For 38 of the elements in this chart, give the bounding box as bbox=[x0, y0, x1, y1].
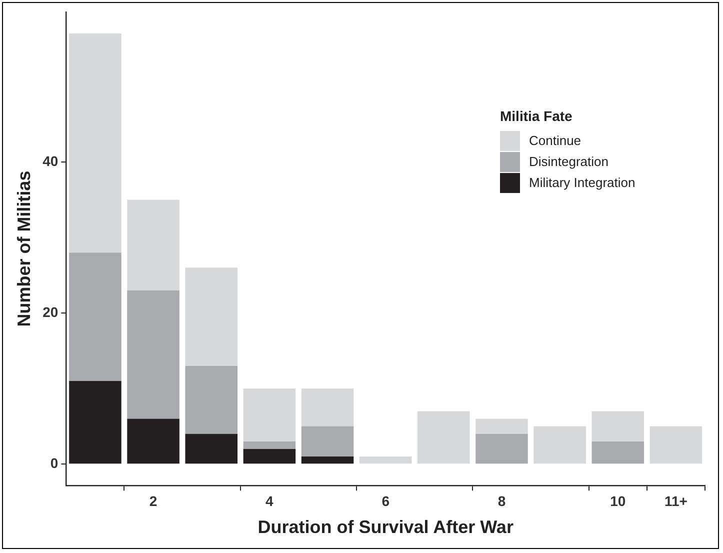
bar bbox=[185, 366, 238, 434]
y-tick-label: 0 bbox=[50, 454, 58, 471]
bar bbox=[127, 290, 180, 419]
y-tick-label: 40 bbox=[42, 152, 58, 169]
legend-title: Militia Fate bbox=[500, 108, 574, 124]
bar bbox=[301, 426, 354, 457]
bar bbox=[243, 448, 296, 464]
bar bbox=[592, 441, 644, 464]
x-tick-label: 6 bbox=[382, 492, 390, 509]
bar bbox=[650, 426, 702, 464]
x-tick-label: 11+ bbox=[664, 492, 688, 509]
x-tick-label: 10 bbox=[610, 492, 626, 509]
bar bbox=[69, 252, 122, 381]
y-tick-label: 20 bbox=[42, 304, 58, 320]
bar bbox=[69, 380, 122, 464]
bar bbox=[243, 441, 296, 449]
x-tick-label: 4 bbox=[266, 492, 274, 509]
bar bbox=[301, 456, 354, 464]
bar bbox=[243, 388, 296, 442]
legend-label: Military Integration bbox=[529, 175, 636, 190]
bar bbox=[185, 268, 238, 366]
bar bbox=[185, 434, 238, 464]
bar bbox=[69, 34, 122, 253]
x-tick-label: 2 bbox=[149, 492, 158, 509]
bar bbox=[127, 418, 180, 464]
x-tick-label: 8 bbox=[498, 492, 506, 509]
bar bbox=[534, 426, 586, 464]
x-axis-title: Duration of Survival After War bbox=[258, 517, 514, 538]
bar bbox=[476, 434, 528, 464]
legend-label: Continue bbox=[529, 133, 582, 148]
bar bbox=[301, 388, 354, 426]
bar bbox=[127, 200, 180, 290]
bar bbox=[476, 418, 528, 434]
y-axis-title: Number of Militias bbox=[14, 170, 34, 327]
bar bbox=[418, 411, 470, 464]
bar bbox=[359, 456, 412, 464]
bar bbox=[592, 411, 644, 442]
legend-label: Disintegration bbox=[529, 154, 608, 169]
